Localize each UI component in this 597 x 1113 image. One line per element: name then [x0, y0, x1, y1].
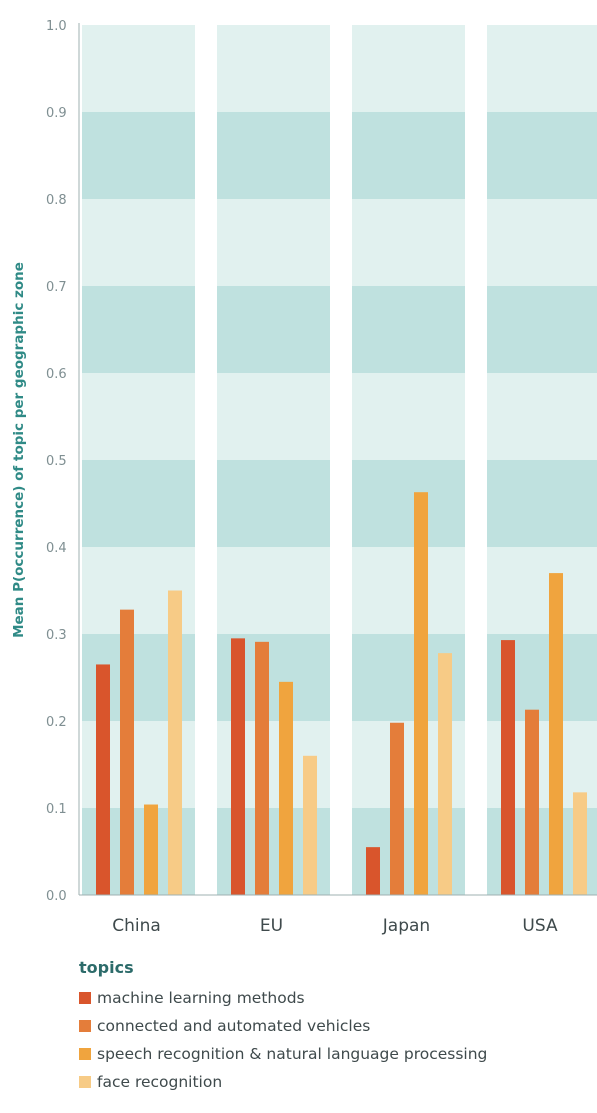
background-band [82, 460, 195, 547]
y-tick-label: 1.0 [46, 19, 67, 34]
background-band [487, 286, 597, 373]
category-label: USA [522, 916, 558, 936]
y-tick-label: 0.1 [46, 802, 67, 817]
bar [144, 804, 158, 895]
category-label: China [112, 916, 161, 936]
background-band [352, 547, 465, 634]
legend-swatch [79, 992, 91, 1004]
legend-swatch [79, 1020, 91, 1032]
background-band [217, 373, 330, 460]
background-band [352, 25, 465, 112]
legend-label: machine learning methods [97, 989, 305, 1007]
y-tick-label: 0.3 [46, 628, 67, 643]
bar [390, 722, 404, 895]
legend: topics machine learning methods connecte… [79, 958, 487, 1096]
background-band [217, 25, 330, 112]
y-tick-label: 0.5 [46, 454, 67, 469]
bar [525, 709, 539, 895]
bar [549, 573, 563, 895]
legend-item: connected and automated vehicles [79, 1012, 487, 1040]
legend-item: face recognition [79, 1068, 487, 1096]
background-band [217, 460, 330, 547]
y-tick-label: 0.9 [46, 106, 67, 121]
background-band [352, 199, 465, 286]
bar [501, 640, 515, 895]
legend-label: connected and automated vehicles [97, 1017, 371, 1035]
background-band [217, 199, 330, 286]
background-band [217, 547, 330, 634]
background-band [352, 286, 465, 373]
legend-item: machine learning methods [79, 984, 487, 1012]
y-tick-label: 0.4 [46, 541, 67, 556]
background-band [217, 286, 330, 373]
bar [303, 755, 317, 895]
background-band [82, 112, 195, 199]
bar [414, 492, 428, 895]
bar [573, 792, 587, 895]
legend-label: face recognition [97, 1073, 223, 1091]
legend-swatch [79, 1076, 91, 1088]
background-band [487, 547, 597, 634]
category-label: EU [260, 916, 283, 936]
y-axis-title: Mean P(occurrence) of topic per geograph… [11, 262, 27, 638]
bar [366, 847, 380, 895]
background-band [82, 199, 195, 286]
legend-label: speech recognition & natural language pr… [97, 1045, 488, 1063]
bar [255, 641, 269, 895]
bar [231, 638, 245, 895]
background-band [487, 25, 597, 112]
labels: 0.0 0.1 0.2 0.3 0.4 0.5 0.6 0.7 0.8 0.9 1.0 China EU… [46, 19, 558, 936]
bars [96, 492, 587, 895]
legend-title: topics [79, 958, 134, 977]
background-band [487, 373, 597, 460]
bar [168, 590, 182, 895]
bar [438, 653, 452, 895]
bar [96, 664, 110, 895]
bar [120, 609, 134, 895]
background-band [82, 25, 195, 112]
background-band [82, 286, 195, 373]
category-label: Japan [382, 916, 430, 936]
y-tick-label: 0.6 [46, 367, 67, 382]
background-band [352, 373, 465, 460]
background-band [82, 373, 195, 460]
background-band [487, 460, 597, 547]
axes [78, 23, 597, 896]
y-tick-label: 0.8 [46, 193, 67, 208]
background-bands [82, 25, 597, 895]
y-tick-label: 0.0 [46, 889, 67, 904]
background-band [487, 112, 597, 199]
bar [279, 681, 293, 895]
background-band [352, 112, 465, 199]
legend-item: speech recognition & natural language pr… [79, 1040, 487, 1068]
y-tick-label: 0.7 [46, 280, 67, 295]
background-band [352, 460, 465, 547]
background-band [217, 112, 330, 199]
background-band [487, 199, 597, 286]
legend-swatch [79, 1048, 91, 1060]
y-tick-label: 0.2 [46, 715, 67, 730]
